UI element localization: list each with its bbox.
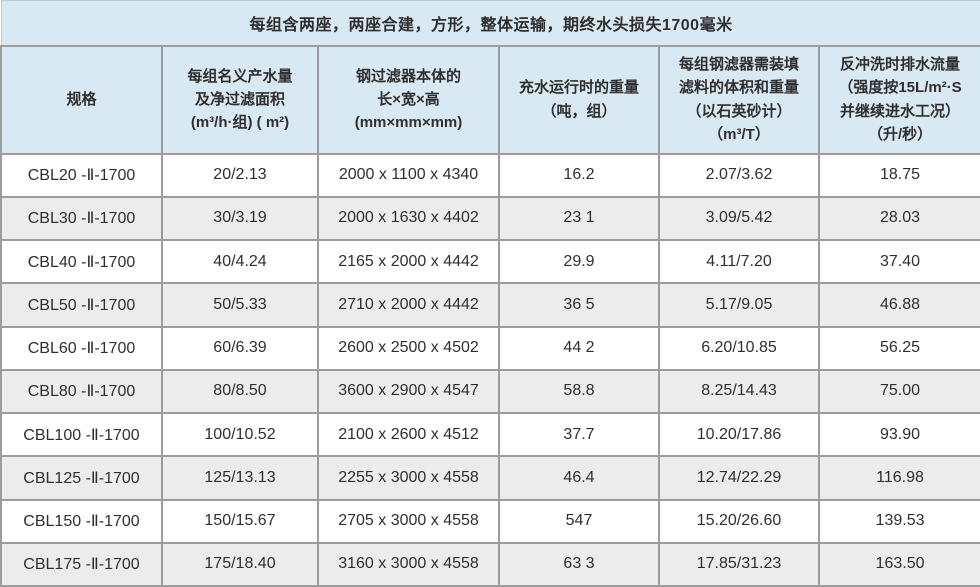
column-header-dimensions: 钢过滤器本体的 长×宽×高 (mm×mm×mm)	[317, 44, 500, 155]
table-row: CBL20 -Ⅱ-1700 20/2.13 2000 x 1100 x 4340…	[0, 152, 980, 198]
cell-dimensions: 2165 x 2000 x 4442	[317, 238, 500, 285]
cell-dimensions: 2000 x 1630 x 4402	[317, 195, 500, 242]
cell-spec: CBL20 -Ⅱ-1700	[0, 152, 163, 198]
cell-spec: CBL80 -Ⅱ-1700	[0, 368, 163, 415]
cell-weight: 547	[498, 498, 660, 544]
cell-capacity-area: 175/18.40	[161, 541, 319, 587]
cell-dimensions: 3160 x 3000 x 4558	[317, 541, 500, 587]
cell-media: 8.25/14.43	[658, 368, 820, 415]
table-row: CBL60 -Ⅱ-1700 60/6.39 2600 x 2500 x 4502…	[0, 325, 980, 371]
cell-media: 2.07/3.62	[658, 152, 820, 198]
cell-weight: 36 5	[498, 282, 660, 328]
cell-spec: CBL40 -Ⅱ-1700	[0, 238, 163, 285]
cell-media: 10.20/17.86	[658, 411, 820, 458]
cell-dimensions: 2000 x 1100 x 4340	[317, 152, 500, 198]
table-row: CBL40 -Ⅱ-1700 40/4.24 2165 x 2000 x 4442…	[0, 238, 980, 285]
cell-capacity-area: 125/13.13	[161, 455, 319, 501]
column-header-weight: 充水运行时的重量 （吨，组）	[498, 44, 660, 155]
column-header-capacity-area: 每组名义产水量 及净过滤面积 (m³/h·组) ( m²)	[161, 44, 319, 155]
table-row: CBL150 -Ⅱ-1700 150/15.67 2705 x 3000 x 4…	[0, 498, 980, 544]
cell-spec: CBL50 -Ⅱ-1700	[0, 282, 163, 328]
cell-weight: 37.7	[498, 411, 660, 458]
cell-dimensions: 2600 x 2500 x 4502	[317, 325, 500, 371]
cell-spec: CBL125 -Ⅱ-1700	[0, 455, 163, 501]
cell-capacity-area: 60/6.39	[161, 325, 319, 371]
cell-media: 5.17/9.05	[658, 282, 820, 328]
cell-spec: CBL100 -Ⅱ-1700	[0, 411, 163, 458]
table-row: CBL100 -Ⅱ-1700 100/10.52 2100 x 2600 x 4…	[0, 411, 980, 458]
table-row: CBL80 -Ⅱ-1700 80/8.50 3600 x 2900 x 4547…	[0, 368, 980, 415]
cell-media: 17.85/31.23	[658, 541, 820, 587]
cell-capacity-area: 20/2.13	[161, 152, 319, 198]
table-row: CBL175 -Ⅱ-1700 175/18.40 3160 x 3000 x 4…	[0, 541, 980, 587]
cell-spec: CBL175 -Ⅱ-1700	[0, 541, 163, 587]
cell-media: 4.11/7.20	[658, 238, 820, 285]
cell-capacity-area: 80/8.50	[161, 368, 319, 415]
cell-weight: 23 1	[498, 195, 660, 242]
cell-backwash: 116.98	[817, 455, 980, 501]
cell-backwash: 28.03	[817, 195, 980, 242]
cell-media: 12.74/22.29	[658, 455, 820, 501]
cell-backwash: 93.90	[817, 411, 980, 458]
cell-backwash: 139.53	[817, 498, 980, 544]
cell-capacity-area: 100/10.52	[161, 411, 319, 458]
cell-media: 6.20/10.85	[658, 325, 820, 371]
column-header-media: 每组钢滤器需装填 滤料的体积和重量 （以石英砂计） （m³/T）	[658, 44, 820, 155]
column-header-spec: 规格	[0, 44, 163, 155]
cell-weight: 16.2	[498, 152, 660, 198]
cell-spec: CBL60 -Ⅱ-1700	[0, 325, 163, 371]
cell-backwash: 56.25	[817, 325, 980, 371]
column-header-row: 规格 每组名义产水量 及净过滤面积 (m³/h·组) ( m²) 钢过滤器本体的…	[0, 44, 980, 155]
cell-backwash: 163.50	[817, 541, 980, 587]
cell-media: 3.09/5.42	[658, 195, 820, 242]
cell-dimensions: 2705 x 3000 x 4558	[317, 498, 500, 544]
table-row: CBL50 -Ⅱ-1700 50/5.33 2710 x 2000 x 4442…	[0, 282, 980, 328]
cell-spec: CBL30 -Ⅱ-1700	[0, 195, 163, 242]
cell-dimensions: 2255 x 3000 x 4558	[317, 455, 500, 501]
cell-backwash: 75.00	[817, 368, 980, 415]
cell-spec: CBL150 -Ⅱ-1700	[0, 498, 163, 544]
column-header-backwash: 反冲洗时排水流量 （强度按15L/m²·S 并继续进水工况） （升/秒）	[817, 44, 980, 155]
cell-media: 15.20/26.60	[658, 498, 820, 544]
cell-weight: 46.4	[498, 455, 660, 501]
banner-row: 每组含两座，两座合建，方形，整体运输，期终水头损失1700毫米	[0, 0, 980, 47]
cell-capacity-area: 50/5.33	[161, 282, 319, 328]
table-banner: 每组含两座，两座合建，方形，整体运输，期终水头损失1700毫米	[0, 0, 980, 47]
cell-capacity-area: 40/4.24	[161, 238, 319, 285]
cell-weight: 63 3	[498, 541, 660, 587]
cell-weight: 29.9	[498, 238, 660, 285]
cell-capacity-area: 150/15.67	[161, 498, 319, 544]
cell-backwash: 18.75	[817, 152, 980, 198]
cell-dimensions: 2100 x 2600 x 4512	[317, 411, 500, 458]
cell-backwash: 46.88	[817, 282, 980, 328]
table-row: CBL30 -Ⅱ-1700 30/3.19 2000 x 1630 x 4402…	[0, 195, 980, 242]
cell-backwash: 37.40	[817, 238, 980, 285]
cell-weight: 58.8	[498, 368, 660, 415]
cell-weight: 44 2	[498, 325, 660, 371]
table-row: CBL125 -Ⅱ-1700 125/13.13 2255 x 3000 x 4…	[0, 455, 980, 501]
cell-dimensions: 3600 x 2900 x 4547	[317, 368, 500, 415]
cell-capacity-area: 30/3.19	[161, 195, 319, 242]
cell-dimensions: 2710 x 2000 x 4442	[317, 282, 500, 328]
